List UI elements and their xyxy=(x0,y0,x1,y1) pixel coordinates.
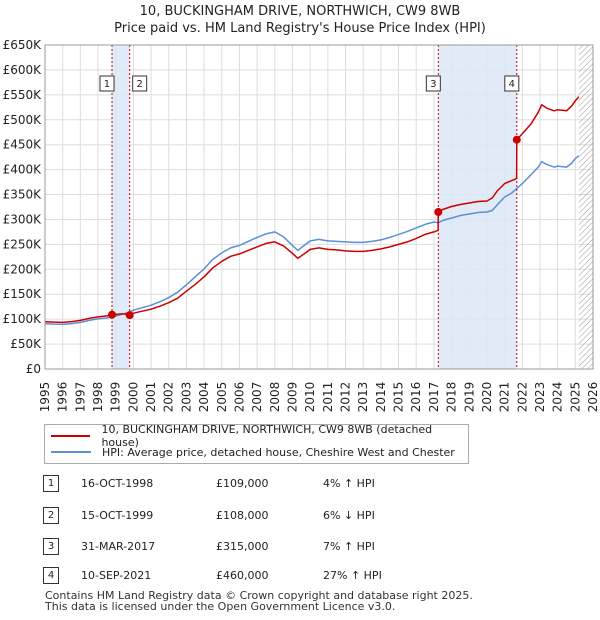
x-tick-label: 2007 xyxy=(250,382,264,413)
x-tick-label: 2019 xyxy=(462,382,476,413)
sale-row: 4 10-SEP-2021 £460,000 27% ↑ HPI xyxy=(43,567,443,585)
sale-number-badge: 1 xyxy=(43,475,59,492)
footer-line-1: Contains HM Land Registry data © Crown c… xyxy=(45,589,473,602)
sale-marker-badge xyxy=(425,75,441,92)
x-tick-label: 2020 xyxy=(480,382,494,413)
x-tick-label: 2018 xyxy=(445,382,459,413)
hpi-series-line xyxy=(44,155,580,326)
y-tick-label: £650K xyxy=(3,38,43,52)
legend-item-property: 10, BUCKINGHAM DRIVE, NORTHWICH, CW9 8WB… xyxy=(51,423,468,449)
x-tick-label: 2017 xyxy=(427,382,441,413)
sale-number-badge: 2 xyxy=(43,507,59,524)
footer-line-2: This data is licensed under the Open Gov… xyxy=(45,600,396,613)
x-tick-label: 2013 xyxy=(356,382,370,413)
sale-marker-label: 1 xyxy=(104,79,110,90)
x-tick-label: 2011 xyxy=(321,382,335,413)
sale-marker-badge xyxy=(99,75,115,92)
sale-number-badge: 4 xyxy=(43,567,59,584)
sale-hpi-diff: 27% ↑ HPI xyxy=(323,569,382,582)
sale-marker-badge xyxy=(132,75,148,92)
x-tick-label: 2002 xyxy=(162,382,176,413)
sale-marker-label: 2 xyxy=(136,79,142,90)
y-tick-label: £300K xyxy=(3,212,43,226)
x-tick-label: 2022 xyxy=(515,382,529,413)
x-tick-label: 2003 xyxy=(179,382,193,413)
sale-date: 10-SEP-2021 xyxy=(81,569,152,582)
chart-legend: 10, BUCKINGHAM DRIVE, NORTHWICH, CW9 8WB… xyxy=(44,423,469,464)
plot-frame xyxy=(44,44,594,370)
x-tick-label: 1995 xyxy=(38,382,52,413)
x-tick-label: 2016 xyxy=(409,382,423,413)
x-tick-label: 2014 xyxy=(374,382,388,413)
y-tick-label: £450K xyxy=(3,138,43,152)
x-tick-label: 2026 xyxy=(586,382,600,413)
x-tick-label: 1996 xyxy=(56,382,70,413)
x-tick-label: 1998 xyxy=(91,382,105,413)
sale-row: 3 31-MAR-2017 £315,000 7% ↑ HPI xyxy=(43,538,443,556)
forecast-hatch xyxy=(578,45,593,369)
sale-number-badge: 3 xyxy=(43,538,59,555)
sale-price: £109,000 xyxy=(216,477,269,490)
x-tick-label: 2012 xyxy=(339,382,353,413)
x-tick-label: 2024 xyxy=(551,382,565,413)
y-tick-label: £400K xyxy=(3,163,43,177)
title-line-1: 10, BUCKINGHAM DRIVE, NORTHWICH, CW9 8WB xyxy=(139,4,461,19)
x-tick-label: 2021 xyxy=(498,382,512,413)
y-tick-label: £550K xyxy=(3,88,43,102)
sale-date: 31-MAR-2017 xyxy=(81,540,156,553)
price-chart: 1 2 3 4 £0 £50K £100K £150K £200K £250K £300K £350… xyxy=(3,38,600,413)
sale-date: 15-OCT-1999 xyxy=(81,509,154,522)
x-tick-label: 2025 xyxy=(568,382,582,413)
sale-price: £315,000 xyxy=(216,540,269,553)
y-tick-label: £200K xyxy=(3,262,43,276)
sale-point xyxy=(512,135,521,144)
sale-row: 2 15-OCT-1999 £108,000 6% ↓ HPI xyxy=(43,507,443,525)
x-tick-label: 2004 xyxy=(197,382,211,413)
title-line-2: Price paid vs. HM Land Registry's House … xyxy=(114,21,486,36)
x-tick-label: 2023 xyxy=(533,382,547,413)
footer: Contains HM Land Registry data © Crown c… xyxy=(45,590,473,612)
x-tick-label: 1997 xyxy=(73,382,87,413)
x-tick-label: 2008 xyxy=(268,382,282,413)
x-tick-label: 2006 xyxy=(232,382,246,413)
chart-title: 10, BUCKINGHAM DRIVE, NORTHWICH, CW9 8WB… xyxy=(0,3,600,37)
sale-row: 1 16-OCT-1998 £109,000 4% ↑ HPI xyxy=(43,475,443,493)
x-tick-label: 2015 xyxy=(392,382,406,413)
legend-label-property: 10, BUCKINGHAM DRIVE, NORTHWICH, CW9 8WB… xyxy=(101,423,433,449)
x-tick-label: 1999 xyxy=(109,382,123,413)
y-tick-label: £100K xyxy=(3,312,43,326)
x-tick-label: 2005 xyxy=(215,382,229,413)
y-tick-label: £600K xyxy=(3,63,43,77)
x-tick-label: 2000 xyxy=(126,382,140,413)
sale-marker-label: 4 xyxy=(509,79,515,90)
legend-swatch-hpi xyxy=(51,451,91,453)
sale-point xyxy=(107,310,116,319)
sale-price: £108,000 xyxy=(216,509,269,522)
y-tick-label: £150K xyxy=(3,287,43,301)
shaded-period xyxy=(111,45,130,369)
y-tick-label: £0 xyxy=(26,362,41,376)
sale-marker-label: 3 xyxy=(430,79,436,90)
sale-point xyxy=(125,311,134,320)
x-tick-label: 2009 xyxy=(285,382,299,413)
legend-item-hpi: HPI: Average price, detached house, Ches… xyxy=(51,444,455,460)
sale-hpi-diff: 7% ↑ HPI xyxy=(323,540,375,553)
legend-label-hpi: HPI: Average price, detached house, Ches… xyxy=(102,445,455,459)
sale-point xyxy=(434,207,443,216)
y-tick-label: £500K xyxy=(3,113,43,127)
y-tick-label: £50K xyxy=(10,337,42,351)
sale-marker-badge xyxy=(504,75,520,92)
x-tick-label: 2010 xyxy=(303,382,317,413)
y-tick-label: £350K xyxy=(3,188,43,202)
sale-hpi-diff: 4% ↑ HPI xyxy=(323,477,375,490)
x-tick-label: 2001 xyxy=(144,382,158,413)
y-tick-label: £250K xyxy=(3,237,43,251)
sale-date: 16-OCT-1998 xyxy=(81,477,154,490)
sale-price: £460,000 xyxy=(216,569,269,582)
legend-swatch-property xyxy=(51,435,91,437)
sale-hpi-diff: 6% ↓ HPI xyxy=(323,509,375,522)
